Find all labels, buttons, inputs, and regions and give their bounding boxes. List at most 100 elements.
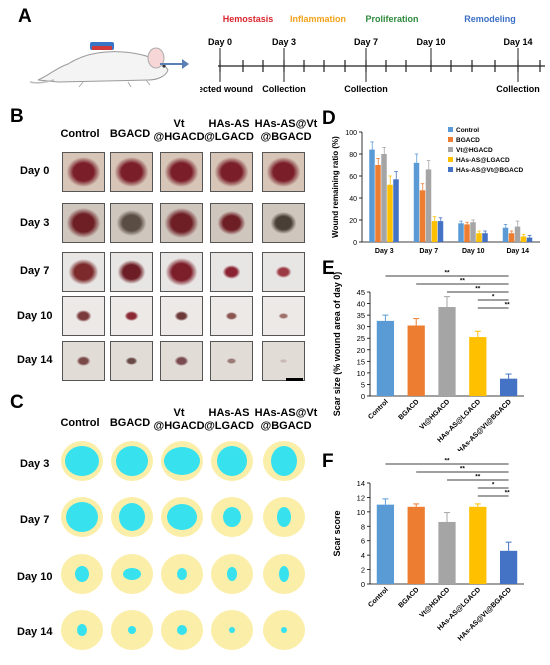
f-ytick-label: 14 (357, 479, 365, 488)
timeline-day-3: Day 3 (272, 37, 296, 47)
f-xtick-label: Vt@HGACD (419, 586, 452, 619)
f-ytick-label: 8 (361, 522, 365, 531)
wound-photo (110, 203, 153, 243)
wound-trace (111, 497, 153, 537)
d-bar (508, 233, 515, 242)
b-header-bgacd: BGACD (109, 128, 151, 140)
d-bar (470, 222, 476, 242)
d-legend-label: BGACD (456, 137, 480, 144)
wound-photo (210, 341, 253, 381)
wound-photo (62, 252, 105, 292)
d-xtick-label: Day 7 (419, 248, 438, 255)
f-ytick-label: 2 (361, 566, 365, 575)
panel-label-e: E (322, 258, 335, 279)
f-xtick-label: Control (367, 586, 390, 609)
d-xtick-label: Day 10 (462, 248, 485, 255)
e-xtick-label: Vt@HGACD (419, 398, 452, 431)
d-ytick-label: 40 (349, 196, 357, 203)
wound-photo (160, 203, 203, 243)
e-bar (469, 337, 487, 396)
e-xtick-label: Control (367, 398, 390, 421)
c-row-day7: Day 7 (20, 514, 50, 526)
e-ytick-label: 25 (357, 334, 365, 343)
phase-inflammation: Inflammation (290, 14, 346, 24)
e-ytick-label: 0 (361, 392, 365, 401)
chart-d-wound-ratio: 0 20 40 60 80 100 Wound remaining ratio (%) Day… (331, 127, 540, 255)
wound-trace (61, 497, 103, 537)
d-bar (419, 190, 426, 242)
wound-photo (262, 296, 305, 336)
wound-trace-inner (229, 627, 235, 633)
wound-trace (161, 441, 203, 481)
wound-photo (262, 203, 305, 243)
f-xtick-label: HAs-AS@Vt@BGACD (457, 586, 513, 642)
d-legend-label: HAs-AS@Vt@BGACD (456, 167, 524, 174)
f-bar (407, 506, 425, 584)
timeline-day-10: Day 10 (416, 37, 445, 47)
event-collection-day3: Collection (262, 84, 306, 94)
f-sig-label: * (492, 482, 495, 489)
e-sig-label: ** (460, 278, 466, 285)
wound-trace-inner (123, 568, 141, 580)
e-xtick-label: HAs-AS@Vt@BGACD (457, 398, 513, 451)
d-bar (458, 223, 464, 242)
d-bar (431, 221, 438, 242)
wound-photo (160, 296, 203, 336)
wound-photo (62, 203, 105, 243)
d-ytick-label: 0 (353, 240, 357, 247)
wound-photo (160, 252, 203, 292)
d-xtick-label: Day 3 (375, 248, 394, 255)
wound-photo (62, 152, 105, 192)
d-legend-swatch (448, 137, 453, 142)
wound-trace (161, 554, 203, 594)
wound-photo (210, 152, 253, 192)
wound-trace (263, 610, 305, 650)
f-bar (438, 521, 456, 584)
timeline-day-14: Day 14 (503, 37, 532, 47)
f-xtick-label: BGACD (398, 586, 421, 609)
b-row-day10: Day 10 (17, 310, 53, 322)
wound-trace-inner (128, 626, 136, 634)
wound-trace-inner (167, 504, 197, 530)
wound-trace-inner (119, 503, 145, 531)
wound-photo (62, 296, 105, 336)
wound-trace (111, 441, 153, 481)
wound-photo (210, 203, 253, 243)
timeline-day-7: Day 7 (354, 37, 378, 47)
event-collection-day7: Collection (344, 84, 388, 94)
wound-trace (111, 610, 153, 650)
wound-trace-inner (279, 566, 289, 582)
f-ylabel: Scar score (332, 510, 342, 556)
e-sig-label: ** (444, 270, 450, 277)
d-bar (393, 179, 399, 242)
b-header-vt-hgacd: Vt @HGACD (153, 118, 205, 143)
d-bar (520, 236, 527, 242)
d-ylabel: Wound remaining ratio (%) (331, 136, 340, 238)
c-row-day3: Day 3 (20, 458, 50, 470)
b-row-day14: Day 14 (17, 354, 53, 366)
e-ytick-label: 35 (357, 311, 365, 320)
wound-photo (62, 341, 105, 381)
c-header-has-vt-bgacd: HAs-AS@Vt @BGACD (254, 407, 318, 432)
c-header-control: Control (60, 417, 100, 429)
d-ytick-label: 20 (349, 218, 357, 225)
f-ytick-label: 6 (361, 537, 365, 546)
c-row-day10: Day 10 (17, 571, 53, 583)
panel-label-c: C (10, 392, 24, 413)
f-bar (499, 550, 518, 584)
b-row-day7: Day 7 (20, 265, 50, 277)
e-ytick-label: 5 (361, 380, 365, 389)
c-row-day14: Day 14 (17, 626, 53, 638)
e-bar (438, 307, 456, 396)
wound-trace-inner (77, 624, 87, 636)
d-legend-swatch (448, 147, 453, 152)
wound-trace (211, 497, 253, 537)
f-ytick-label: 0 (361, 580, 365, 589)
event-collection-day14: Collection (496, 84, 540, 94)
d-legend-label: Control (456, 127, 479, 134)
wound-trace-inner (164, 447, 200, 475)
mouse-illustration (29, 42, 169, 88)
wound-trace (61, 441, 103, 481)
e-sig-label: * (492, 294, 495, 301)
event-infected-wound: Infected wound (200, 84, 253, 94)
